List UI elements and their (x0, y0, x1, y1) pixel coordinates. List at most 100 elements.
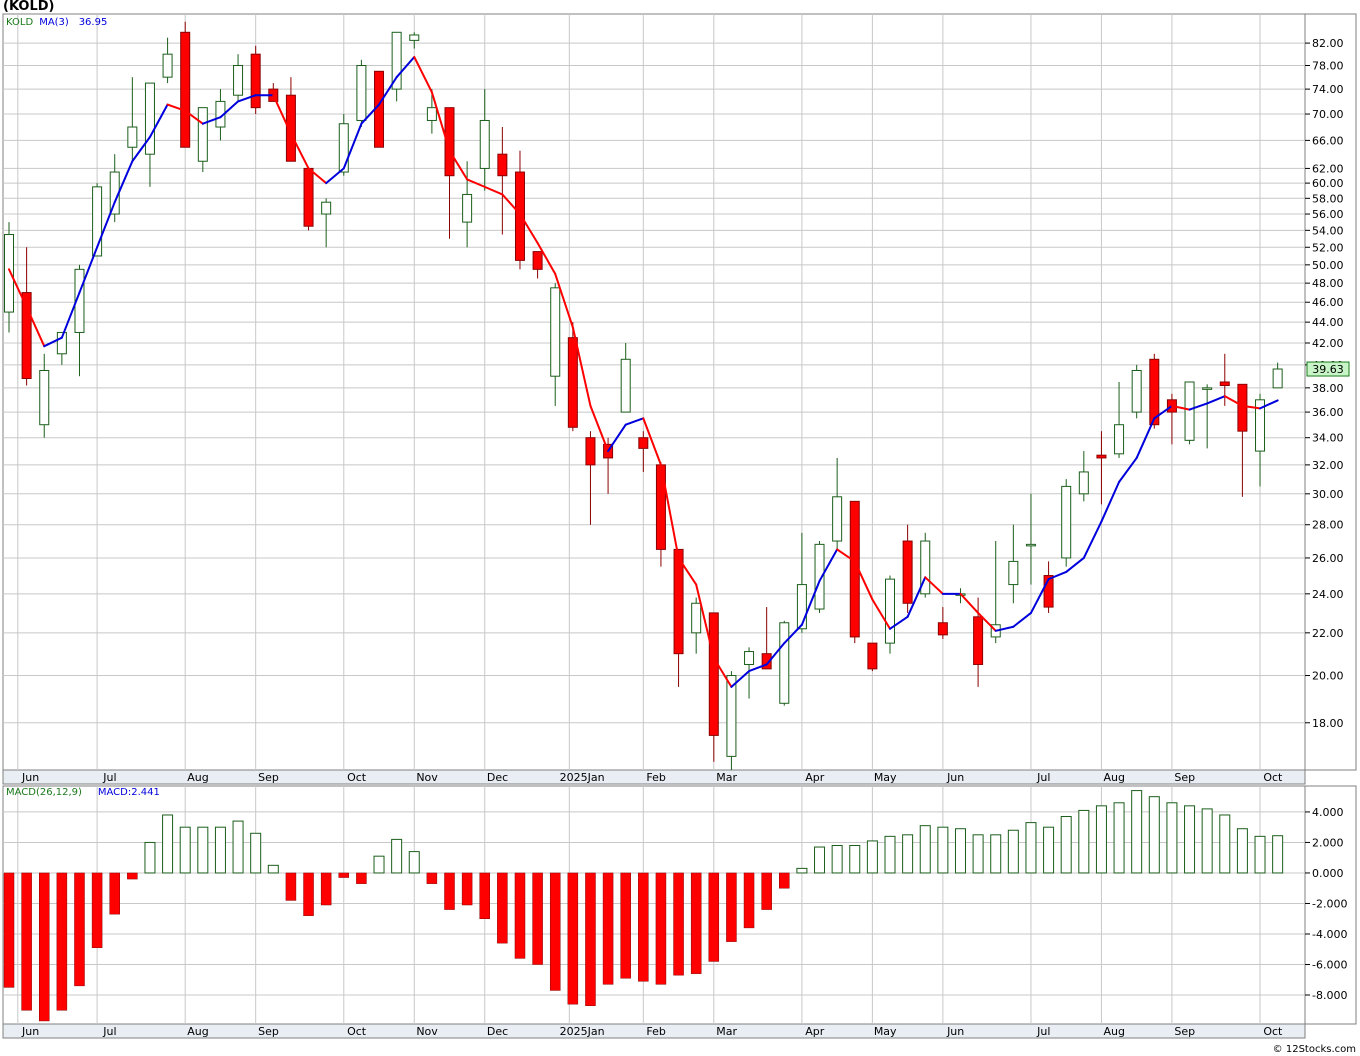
candle-up (1202, 387, 1213, 390)
candle-down (1096, 454, 1107, 459)
macd-bar-negative (514, 872, 526, 959)
price-month-label: Apr (805, 771, 825, 784)
macd-month-label: Aug (1104, 1025, 1125, 1038)
ma3-segment (800, 579, 821, 626)
candle-up (162, 53, 173, 78)
candle-down (250, 53, 261, 109)
candle-up (1255, 399, 1266, 452)
price-month-label: Sep (1174, 771, 1195, 784)
macd-bar-positive (884, 835, 896, 874)
price-month-label: Jun (946, 771, 964, 784)
ma3-segment (1188, 402, 1209, 411)
macd-bar-positive (214, 826, 226, 874)
macd-month-label: Oct (347, 1025, 367, 1038)
price-tick-label: 34.00 (1312, 432, 1344, 445)
candle-down (285, 94, 296, 162)
macd-bar-positive (972, 834, 984, 874)
ma3-segment (712, 656, 733, 688)
macd-bar-negative (743, 872, 755, 929)
last-price-label: 39.63 (1312, 363, 1344, 376)
ma3-segment (466, 178, 486, 188)
macd-bar-negative (356, 872, 367, 884)
candle-up (338, 123, 349, 173)
price-tick-label: 54.00 (1312, 224, 1344, 237)
macd-bar-positive (954, 828, 966, 874)
price-tick-label: 22.00 (1312, 627, 1344, 640)
price-tick-label: 28.00 (1312, 519, 1344, 532)
candle-down (532, 251, 543, 270)
ma3-segment (589, 404, 610, 453)
ma3-segment (131, 136, 151, 163)
macd-bar-positive (1236, 828, 1248, 874)
candle-down (1237, 383, 1248, 432)
macd-bar-positive (1078, 809, 1090, 874)
candle-up (197, 107, 208, 162)
candle-up (56, 331, 67, 355)
ma3-segment (1082, 520, 1103, 559)
ma3-segment (166, 103, 187, 112)
ma3-segment (977, 611, 997, 632)
macd-bar-negative (127, 872, 138, 880)
price-month-label: Aug (1104, 771, 1125, 784)
price-legend-entry: KOLD (6, 17, 33, 28)
ma3-segment (113, 160, 134, 204)
macd-bar-positive (849, 845, 861, 874)
price-tick-label: 52.00 (1312, 241, 1344, 254)
candle-up (1078, 471, 1089, 495)
price-month-label: May (874, 771, 897, 784)
macd-month-label: Oct (1263, 1025, 1283, 1038)
ma3-segment (518, 213, 539, 244)
ma3-segment (378, 76, 398, 106)
macd-bar-positive (1043, 826, 1055, 874)
ma3-segment (60, 291, 81, 339)
macd-bar-negative (109, 872, 120, 915)
ma3-segment (1118, 456, 1138, 484)
macd-month-label: Jun (21, 1025, 39, 1038)
ma3-segment (307, 167, 328, 185)
macd-bar-positive (831, 845, 843, 874)
ma3-segment (765, 642, 786, 666)
price-month-label: Oct (1263, 771, 1283, 784)
candle-up (321, 201, 332, 215)
ma3-segment (430, 91, 451, 152)
candle-down (937, 622, 948, 636)
macd-month-label: May (874, 1025, 897, 1038)
macd-tick-label: 0.000 (1312, 867, 1344, 880)
candle-up (744, 651, 755, 665)
price-month-label: Mar (716, 771, 737, 784)
candle-down (1149, 358, 1160, 426)
macd-bar-positive (391, 838, 403, 874)
candle-up (144, 82, 155, 155)
price-tick-label: 26.00 (1312, 552, 1344, 565)
ma3-segment (43, 336, 63, 348)
price-month-label: 2025Jan (560, 771, 605, 784)
ma3-segment (1153, 404, 1173, 420)
macd-bar-negative (585, 872, 596, 1006)
macd-bar-negative (303, 872, 314, 916)
macd-month-label: Mar (716, 1025, 737, 1038)
price-tick-label: 50.00 (1312, 259, 1344, 272)
ma3-segment (1135, 417, 1156, 459)
macd-bar-positive (267, 864, 279, 874)
ma3-segment (836, 548, 856, 563)
macd-bar-positive (937, 826, 949, 874)
price-tick-label: 44.00 (1312, 316, 1344, 329)
macd-bar-negative (690, 872, 702, 974)
macd-legend-entry: MACD:2.441 (98, 787, 160, 798)
macd-bar-negative (708, 872, 720, 962)
macd-bar-negative (461, 872, 473, 906)
price-tick-label: 74.00 (1312, 83, 1344, 96)
macd-bar-negative (761, 872, 772, 910)
macd-bar-negative (567, 872, 579, 1005)
candle-up (920, 540, 931, 595)
candle-up (92, 186, 103, 257)
ma3-segment (1223, 395, 1244, 407)
ma3-segment (853, 560, 874, 601)
macd-bar-positive (250, 832, 262, 874)
ma3-segment (8, 268, 28, 309)
candle-down (444, 107, 455, 177)
macd-bar-negative (74, 872, 85, 987)
ma3-segment (448, 149, 469, 181)
candle-up (356, 65, 367, 121)
